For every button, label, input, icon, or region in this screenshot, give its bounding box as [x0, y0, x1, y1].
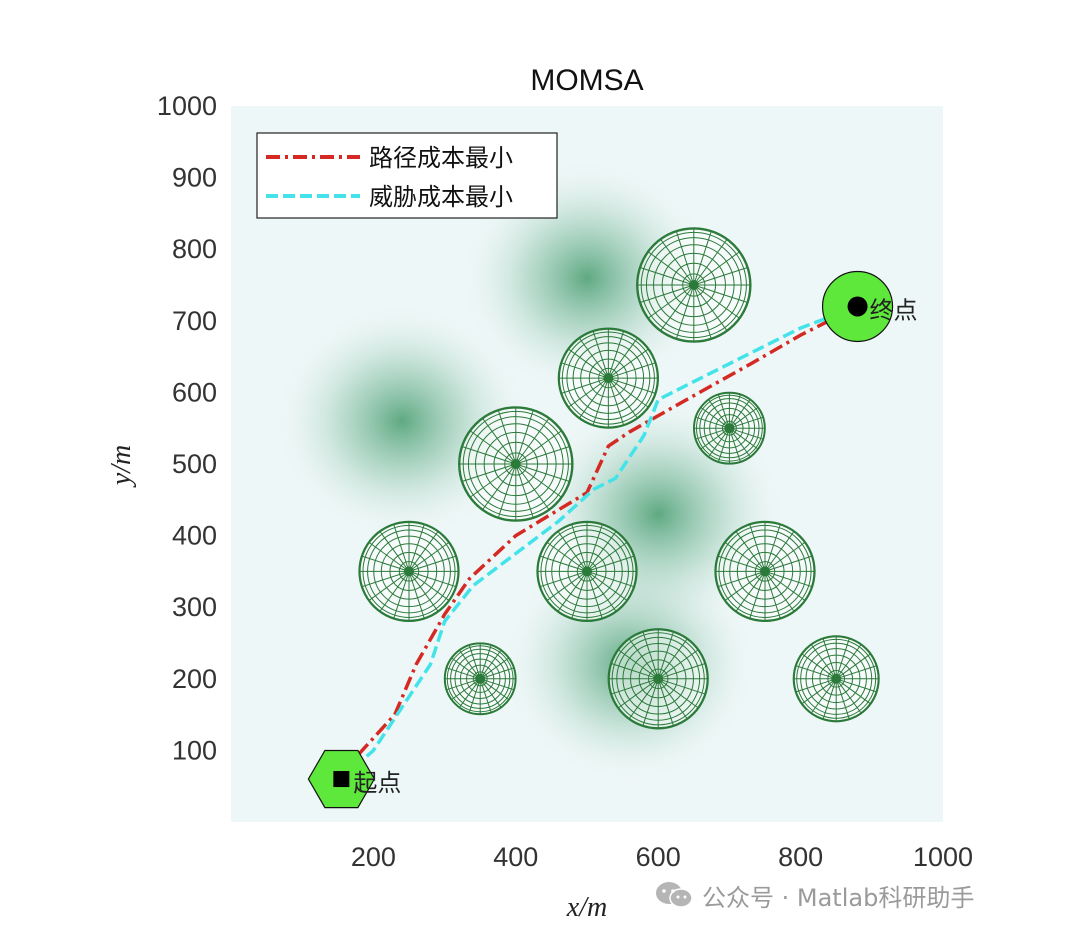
obstacle-5	[358, 520, 460, 623]
obstacle-4	[458, 406, 574, 522]
obstacle-1	[636, 227, 752, 343]
threat-cost-line	[340, 304, 859, 781]
y-tick-label: 100	[172, 735, 217, 765]
y-tick-label: 1000	[157, 91, 217, 121]
x-axis-label: x/m	[566, 892, 607, 923]
path-group	[340, 304, 859, 781]
y-axis-label: y/m	[106, 445, 137, 488]
wechat-icon	[654, 880, 694, 910]
obstacle-2	[557, 327, 659, 429]
chart-title: MOMSA	[530, 64, 643, 97]
y-tick-label: 500	[172, 449, 217, 479]
obstacle-9	[607, 628, 709, 730]
y-tick-label: 200	[172, 664, 217, 694]
y-tick-label: 600	[172, 377, 217, 407]
legend-box	[256, 132, 558, 219]
x-tick-label: 200	[351, 842, 396, 872]
y-tick-label: 400	[172, 521, 217, 551]
obstacle-8	[443, 642, 517, 716]
obstacle-7	[714, 520, 816, 623]
y-tick-label: 800	[172, 234, 217, 264]
watermark-text: 公众号 · Matlab科研助手	[702, 883, 975, 912]
goal-dot	[847, 296, 868, 317]
y-tick-label: 700	[172, 306, 217, 336]
obstacle-group	[358, 227, 880, 730]
obstacle-10	[792, 635, 880, 723]
x-tick-label: 600	[636, 842, 681, 872]
path-cost-line	[340, 304, 859, 777]
x-tick-label: 800	[778, 842, 823, 872]
goal-label: 终点	[870, 296, 918, 324]
legend-label-path-cost: 路径成本最小	[369, 144, 513, 172]
obstacle-6	[536, 520, 638, 623]
obstacle-3	[693, 391, 766, 465]
x-tick-label: 400	[493, 842, 538, 872]
marker-group: 起点 终点	[307, 270, 918, 809]
watermark: 公众号 · Matlab科研助手	[654, 878, 974, 912]
x-tick-label: 1000	[913, 842, 973, 872]
axis-ticks: 200 400 600 800 1000 100 200 300 400 500 600 700 800…	[157, 91, 973, 872]
legend: 路径成本最小 威胁成本最小	[256, 132, 558, 219]
legend-label-threat-cost: 威胁成本最小	[369, 183, 513, 211]
y-tick-label: 300	[172, 592, 217, 622]
start-label: 起点	[353, 769, 401, 797]
start-square	[333, 771, 350, 788]
y-tick-label: 900	[172, 163, 217, 193]
